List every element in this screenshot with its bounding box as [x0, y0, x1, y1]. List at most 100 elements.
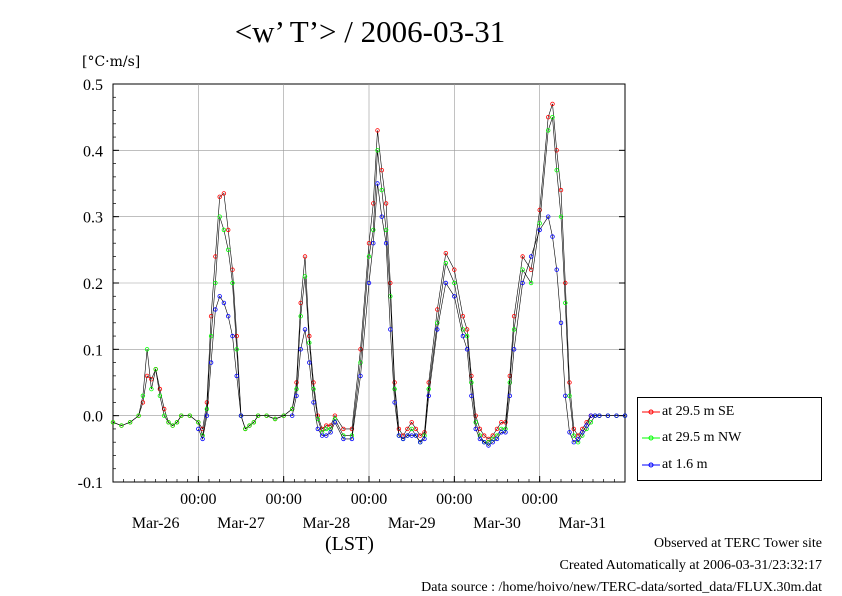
data-point: [217, 194, 222, 199]
data-point: [392, 386, 397, 392]
data-point: [409, 426, 414, 432]
data-point: [204, 406, 210, 412]
data-point: [537, 207, 542, 213]
data-point: [208, 360, 214, 365]
data-point: [307, 333, 312, 339]
y-tick-label: 0.2: [83, 276, 103, 293]
series-line: [112, 103, 625, 440]
data-point: [409, 420, 414, 425]
data-point: [153, 367, 158, 372]
data-point: [379, 214, 384, 219]
data-point: [366, 254, 372, 259]
data-point: [388, 327, 393, 332]
footer-observed: Observed at TERC Tower site: [653, 536, 822, 551]
data-point: [592, 413, 598, 418]
data-point: [166, 420, 171, 425]
data-point: [324, 426, 329, 432]
data-point: [435, 327, 440, 332]
data-point: [302, 274, 308, 279]
data-point: [349, 436, 355, 442]
data-point: [272, 416, 278, 422]
data-point: [243, 426, 248, 432]
data-point: [230, 333, 235, 339]
data-point: [558, 187, 564, 193]
data-point: [558, 320, 564, 325]
series-3: [196, 181, 628, 448]
data-point: [554, 167, 559, 173]
data-point: [290, 406, 295, 412]
y-tick-label: -0.1: [78, 475, 103, 492]
data-point: [614, 413, 619, 418]
data-point: [490, 440, 495, 445]
data-point: [140, 400, 146, 405]
data-point: [379, 167, 384, 173]
data-point: [396, 426, 402, 432]
data-point: [119, 423, 124, 428]
data-point: [426, 386, 431, 392]
data-point: [127, 420, 133, 425]
data-point: [302, 254, 308, 259]
data-point: [341, 426, 346, 432]
data-point: [460, 327, 466, 332]
data-point: [371, 240, 376, 246]
data-point: [358, 347, 363, 352]
data-point: [584, 423, 589, 428]
legend-label-16m: at 1.6 m: [662, 457, 708, 472]
data-point: [528, 254, 534, 259]
data-point: [375, 148, 380, 153]
data-point: [460, 314, 466, 319]
data-point: [383, 240, 389, 246]
data-point: [575, 436, 581, 442]
y-tick-label: 0.1: [83, 342, 103, 359]
data-point: [469, 393, 474, 398]
data-point: [464, 347, 470, 352]
data-point: [511, 347, 517, 352]
data-point: [144, 347, 150, 352]
data-point: [520, 280, 525, 286]
data-point: [341, 436, 346, 442]
data-point: [405, 433, 410, 438]
data-point: [563, 280, 568, 286]
data-point: [161, 406, 167, 412]
data-point: [187, 413, 192, 418]
data-point: [294, 386, 299, 392]
data-point: [537, 227, 542, 233]
data-point: [234, 347, 239, 352]
data-point: [452, 280, 457, 286]
data-point: [196, 426, 201, 432]
data-point: [435, 320, 440, 325]
data-point: [413, 433, 419, 438]
data-point: [294, 393, 299, 398]
y-tick-label: 0.3: [83, 210, 103, 227]
data-point: [550, 114, 555, 120]
data-point: [422, 436, 427, 442]
data-point: [482, 433, 487, 438]
data-point: [311, 400, 316, 405]
data-point: [379, 187, 384, 193]
x-tick-date: Mar-26: [132, 515, 180, 532]
data-point: [443, 260, 448, 266]
data-point: [196, 420, 201, 425]
y-unit-label: [°C·m/s]: [82, 54, 141, 70]
data-point: [302, 327, 308, 332]
data-point: [452, 267, 457, 272]
data-point: [554, 267, 559, 272]
data-point: [507, 393, 512, 398]
data-point: [520, 267, 525, 272]
data-point: [571, 426, 576, 432]
data-point: [319, 433, 325, 438]
data-point: [550, 101, 555, 107]
data-point: [157, 386, 163, 392]
data-point: [149, 386, 154, 392]
data-point: [110, 420, 116, 425]
data-point: [507, 380, 512, 385]
data-point: [413, 426, 419, 432]
series-line: [198, 183, 625, 446]
data-point: [537, 221, 542, 226]
x-tick-date: Mar-29: [388, 515, 436, 532]
data-point: [499, 430, 504, 435]
data-point: [418, 440, 423, 445]
legend-marker-red: [642, 409, 660, 415]
data-point: [179, 413, 184, 418]
legend-marker-blue: [642, 462, 660, 468]
